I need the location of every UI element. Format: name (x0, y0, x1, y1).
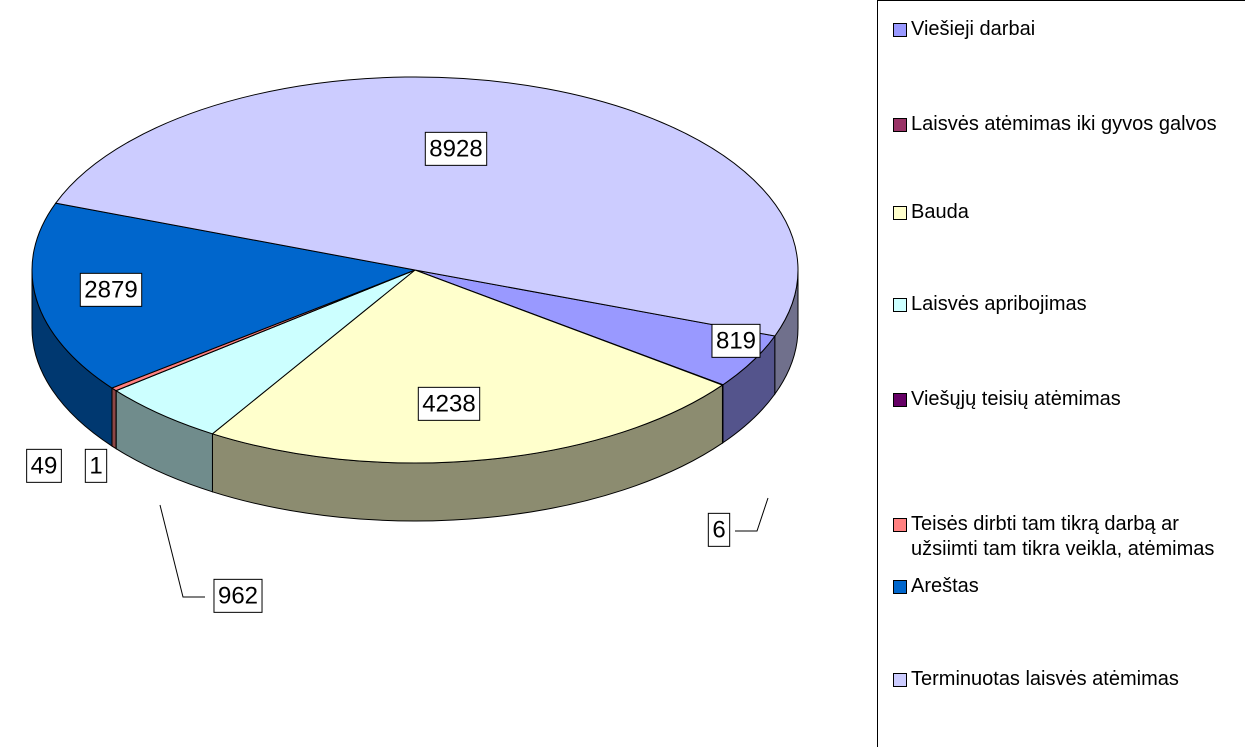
data-label: 8928 (429, 135, 482, 162)
legend-item: Laisvės apribojimas (893, 292, 1228, 317)
legend-label: Teisės dirbti tam tikrą darbą ar užsiimt… (911, 513, 1215, 560)
slice (54, 76, 799, 337)
legend-label: Viešieji darbai (911, 18, 1036, 40)
label-box (417, 386, 481, 421)
data-label: 6 (712, 516, 725, 543)
label-box (711, 323, 761, 358)
slice (211, 269, 724, 464)
label-box (26, 448, 62, 483)
leader-line (735, 497, 769, 532)
legend-swatch (893, 118, 907, 132)
label-box (707, 512, 731, 547)
legend-swatch (893, 23, 907, 37)
legend-swatch (893, 673, 907, 687)
legend-label: Bauda (911, 201, 969, 223)
data-label: 49 (31, 452, 58, 479)
legend-item: Areštas (893, 574, 1228, 599)
data-label: 962 (218, 582, 258, 609)
legend-label: Laisvės atėmimas iki gyvos galvos (911, 113, 1217, 135)
legend: Viešieji darbai Laisvės atėmimas iki gyvo… (877, 0, 1245, 747)
legend-item: Terminuotas laisvės atėmimas (893, 667, 1228, 692)
legend-label: Terminuotas laisvės atėmimas (911, 668, 1179, 690)
legend-swatch (893, 518, 907, 532)
label-box (79, 272, 143, 307)
data-label: 2879 (84, 276, 137, 303)
legend-label: Laisvės apribojimas (911, 293, 1087, 315)
leader-line (159, 504, 205, 598)
legend-label: Areštas (911, 575, 979, 597)
legend-item: Viešieji darbai (893, 17, 1228, 42)
legend-item: Laisvės atėmimas iki gyvos galvos (893, 112, 1228, 137)
legend-swatch (893, 298, 907, 312)
label-box (84, 448, 108, 483)
legend-swatch (893, 206, 907, 220)
label-box (213, 578, 263, 613)
data-label: 4238 (422, 390, 475, 417)
legend-item: Viešųjų teisių atėmimas (893, 387, 1228, 412)
legend-swatch (893, 580, 907, 594)
data-label: 819 (716, 327, 756, 354)
slice (31, 202, 417, 389)
label-box (424, 131, 488, 166)
legend-item: Bauda (893, 200, 1228, 225)
legend-item: Teisės dirbti tam tikrą darbą ar užsiimt… (893, 512, 1228, 562)
legend-label: Viešųjų teisių atėmimas (911, 388, 1121, 410)
legend-swatch (893, 393, 907, 407)
data-label: 1 (89, 452, 102, 479)
slice-side (111, 387, 117, 450)
pie-plot: 819 6 4238 962 1 49 2879 8928 (26, 76, 799, 613)
